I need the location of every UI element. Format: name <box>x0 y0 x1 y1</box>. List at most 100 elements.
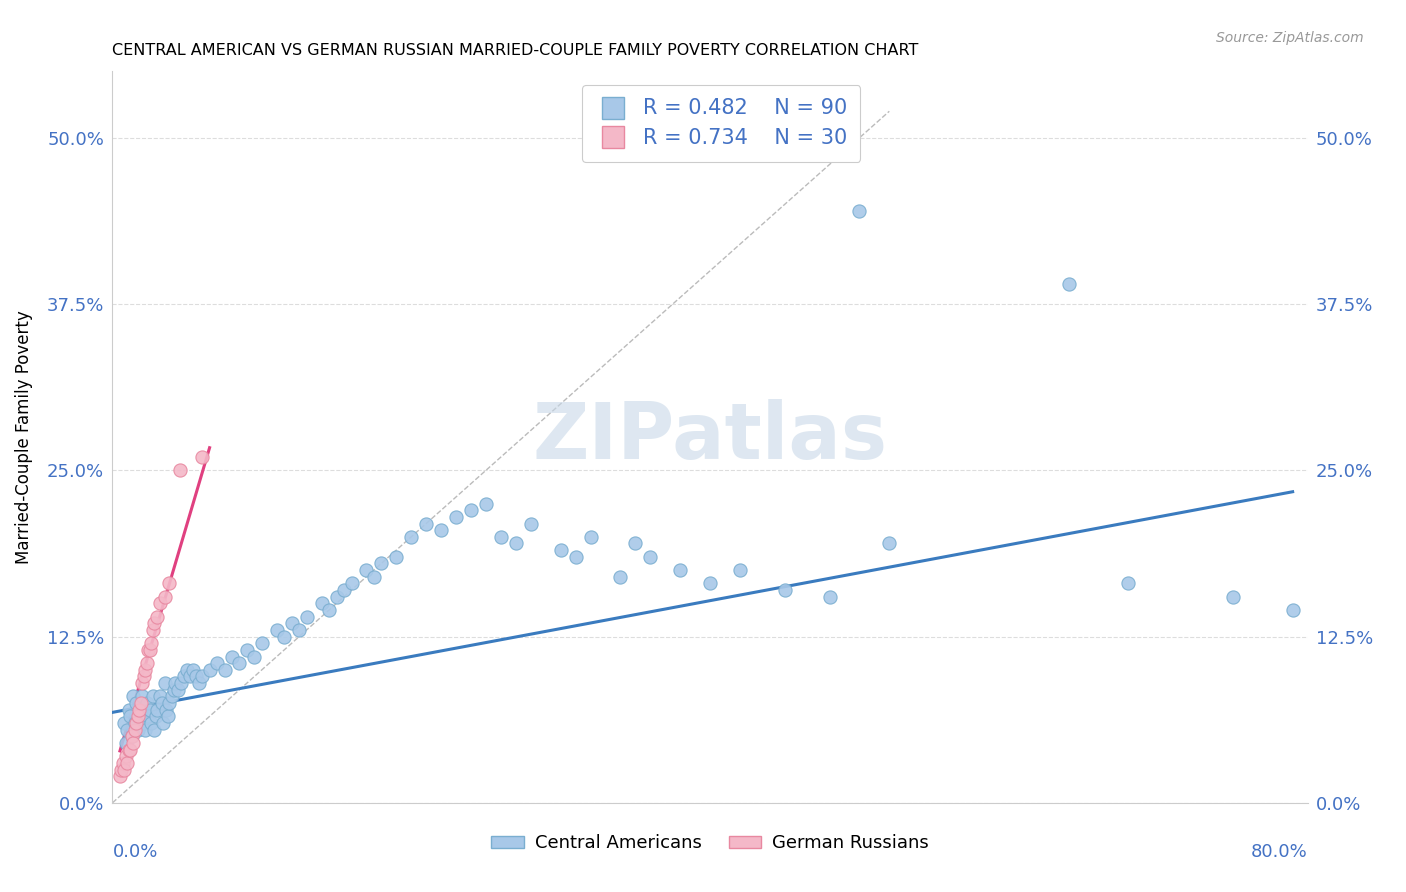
Point <box>122 690 145 704</box>
Point <box>124 716 146 731</box>
Point <box>221 649 243 664</box>
Point <box>153 676 176 690</box>
Point <box>579 530 602 544</box>
Point <box>333 582 356 597</box>
Point <box>236 643 259 657</box>
Point <box>173 669 195 683</box>
Point <box>281 616 304 631</box>
Point <box>114 716 135 731</box>
Point <box>142 623 165 637</box>
Point <box>115 749 138 764</box>
Point <box>125 716 148 731</box>
Point <box>117 756 139 770</box>
Point <box>124 723 146 737</box>
Point <box>121 729 143 743</box>
Point <box>143 723 166 737</box>
Point <box>444 509 467 524</box>
Text: ZIPatlas: ZIPatlas <box>533 399 887 475</box>
Point <box>728 563 751 577</box>
Legend: Central Americans, German Russians: Central Americans, German Russians <box>484 827 936 860</box>
Point <box>118 703 141 717</box>
Point <box>191 450 214 464</box>
Point <box>325 590 347 604</box>
Point <box>128 709 150 723</box>
Point <box>157 576 180 591</box>
Point <box>318 603 340 617</box>
Point <box>122 736 145 750</box>
Point <box>489 530 512 544</box>
Point <box>135 696 157 710</box>
Point <box>191 669 214 683</box>
Point <box>624 536 647 550</box>
Y-axis label: Married-Couple Family Poverty: Married-Couple Family Poverty <box>15 310 32 564</box>
Point <box>146 703 169 717</box>
Point <box>131 676 153 690</box>
Point <box>132 669 155 683</box>
Point <box>111 756 134 770</box>
Point <box>121 729 143 743</box>
Point <box>505 536 527 550</box>
Point <box>132 716 155 731</box>
Point <box>149 596 172 610</box>
Point <box>188 676 211 690</box>
Point <box>1281 603 1303 617</box>
Point <box>146 609 169 624</box>
Point <box>176 663 198 677</box>
Point <box>848 204 870 219</box>
Point <box>157 696 180 710</box>
Point <box>167 682 190 697</box>
Point <box>128 703 150 717</box>
Point <box>155 703 177 717</box>
Point <box>214 663 236 677</box>
Point <box>165 676 187 690</box>
Point <box>162 690 183 704</box>
Point <box>138 643 160 657</box>
Point <box>120 742 142 756</box>
Point <box>117 723 139 737</box>
Point <box>110 763 132 777</box>
Point <box>273 630 295 644</box>
Text: 0.0%: 0.0% <box>112 843 157 861</box>
Point <box>879 536 901 550</box>
Point <box>141 636 163 650</box>
Point <box>169 463 191 477</box>
Point <box>139 643 162 657</box>
Point <box>669 563 692 577</box>
Text: 80.0%: 80.0% <box>1251 843 1308 861</box>
Point <box>243 649 266 664</box>
Point <box>340 576 363 591</box>
Point <box>475 497 498 511</box>
Point <box>401 530 423 544</box>
Point <box>228 656 250 670</box>
Point <box>295 609 318 624</box>
Point <box>138 709 160 723</box>
Point <box>250 636 273 650</box>
Point <box>181 663 204 677</box>
Point <box>1222 590 1244 604</box>
Point <box>129 703 152 717</box>
Point <box>143 616 166 631</box>
Point <box>142 690 165 704</box>
Point <box>115 736 138 750</box>
Point <box>149 690 172 704</box>
Point <box>129 696 152 710</box>
Point <box>564 549 586 564</box>
Point <box>134 663 156 677</box>
Point <box>134 723 156 737</box>
Point <box>520 516 543 531</box>
Text: Source: ZipAtlas.com: Source: ZipAtlas.com <box>1216 31 1364 45</box>
Point <box>311 596 333 610</box>
Point <box>385 549 408 564</box>
Point <box>127 709 149 723</box>
Point <box>550 543 572 558</box>
Point <box>141 716 163 731</box>
Point <box>1057 277 1080 292</box>
Point <box>266 623 288 637</box>
Point <box>640 549 662 564</box>
Point <box>131 690 153 704</box>
Point <box>163 682 186 697</box>
Point <box>152 716 174 731</box>
Point <box>118 742 141 756</box>
Point <box>363 570 385 584</box>
Point <box>609 570 631 584</box>
